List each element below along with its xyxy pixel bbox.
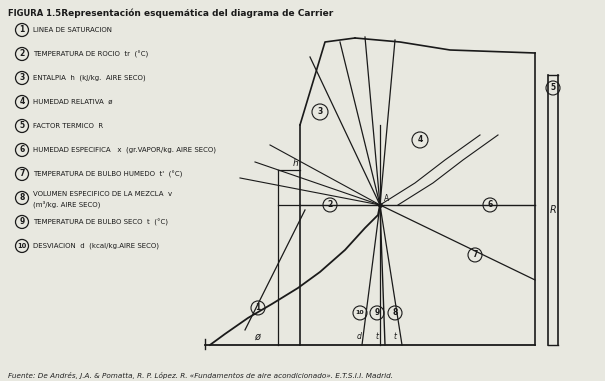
Text: 2: 2 (327, 200, 333, 210)
Text: 3: 3 (19, 74, 25, 82)
Text: 5: 5 (19, 122, 25, 130)
Text: 6: 6 (19, 146, 25, 154)
Text: FACTOR TERMICO  R: FACTOR TERMICO R (33, 123, 103, 129)
Text: ø: ø (254, 332, 260, 342)
Text: h: h (293, 159, 299, 168)
Text: TEMPERATURA DE BULBO HUMEDO  t'  (°C): TEMPERATURA DE BULBO HUMEDO t' (°C) (33, 170, 182, 178)
Text: 4: 4 (19, 98, 25, 106)
Text: (m³/kg. AIRE SECO): (m³/kg. AIRE SECO) (33, 200, 100, 208)
Text: LINEA DE SATURACION: LINEA DE SATURACION (33, 27, 112, 33)
Text: DESVIACION  d  (kcal/kg.AIRE SECO): DESVIACION d (kcal/kg.AIRE SECO) (33, 243, 159, 249)
Text: 8: 8 (19, 194, 25, 202)
Text: 9: 9 (19, 218, 25, 226)
Text: TEMPERATURA DE ROCIO  tr  (°C): TEMPERATURA DE ROCIO tr (°C) (33, 50, 148, 58)
Text: 8: 8 (392, 309, 397, 317)
Text: t: t (393, 333, 396, 341)
Text: A: A (384, 194, 389, 203)
Text: 9: 9 (374, 309, 379, 317)
Text: ENTALPIA  h  (kJ/kg.  AIRE SECO): ENTALPIA h (kJ/kg. AIRE SECO) (33, 75, 146, 81)
Text: R: R (549, 205, 557, 215)
Text: 1: 1 (255, 303, 261, 312)
Text: HUMEDAD ESPECIFICA   x  (gr.VAPOR/kg. AIRE SECO): HUMEDAD ESPECIFICA x (gr.VAPOR/kg. AIRE … (33, 147, 216, 153)
Text: 10: 10 (356, 311, 364, 315)
Text: t: t (376, 333, 379, 341)
Text: 4: 4 (417, 136, 423, 144)
Text: 3: 3 (318, 107, 322, 117)
Text: 5: 5 (551, 83, 555, 93)
Text: TEMPERATURA DE BULBO SECO  t  (°C): TEMPERATURA DE BULBO SECO t (°C) (33, 218, 168, 226)
Text: 7: 7 (473, 250, 478, 259)
Text: VOLUMEN ESPECIFICO DE LA MEZCLA  v: VOLUMEN ESPECIFICO DE LA MEZCLA v (33, 191, 172, 197)
Text: 2: 2 (19, 50, 25, 59)
Text: HUMEDAD RELATIVA  ø: HUMEDAD RELATIVA ø (33, 99, 113, 105)
Text: FIGURA 1.5.: FIGURA 1.5. (8, 9, 64, 18)
Text: Representación esquemática del diagrama de Carrier: Representación esquemática del diagrama … (55, 9, 333, 19)
Text: 6: 6 (488, 200, 492, 210)
Text: 1: 1 (19, 26, 25, 35)
Text: Fuente: De Andrés, J.A. & Pomatta, R. P. López. R. «Fundamentos de aire acondici: Fuente: De Andrés, J.A. & Pomatta, R. P.… (8, 372, 393, 379)
Text: d: d (356, 333, 361, 341)
Text: 7: 7 (19, 170, 25, 178)
Text: 10: 10 (18, 243, 27, 249)
